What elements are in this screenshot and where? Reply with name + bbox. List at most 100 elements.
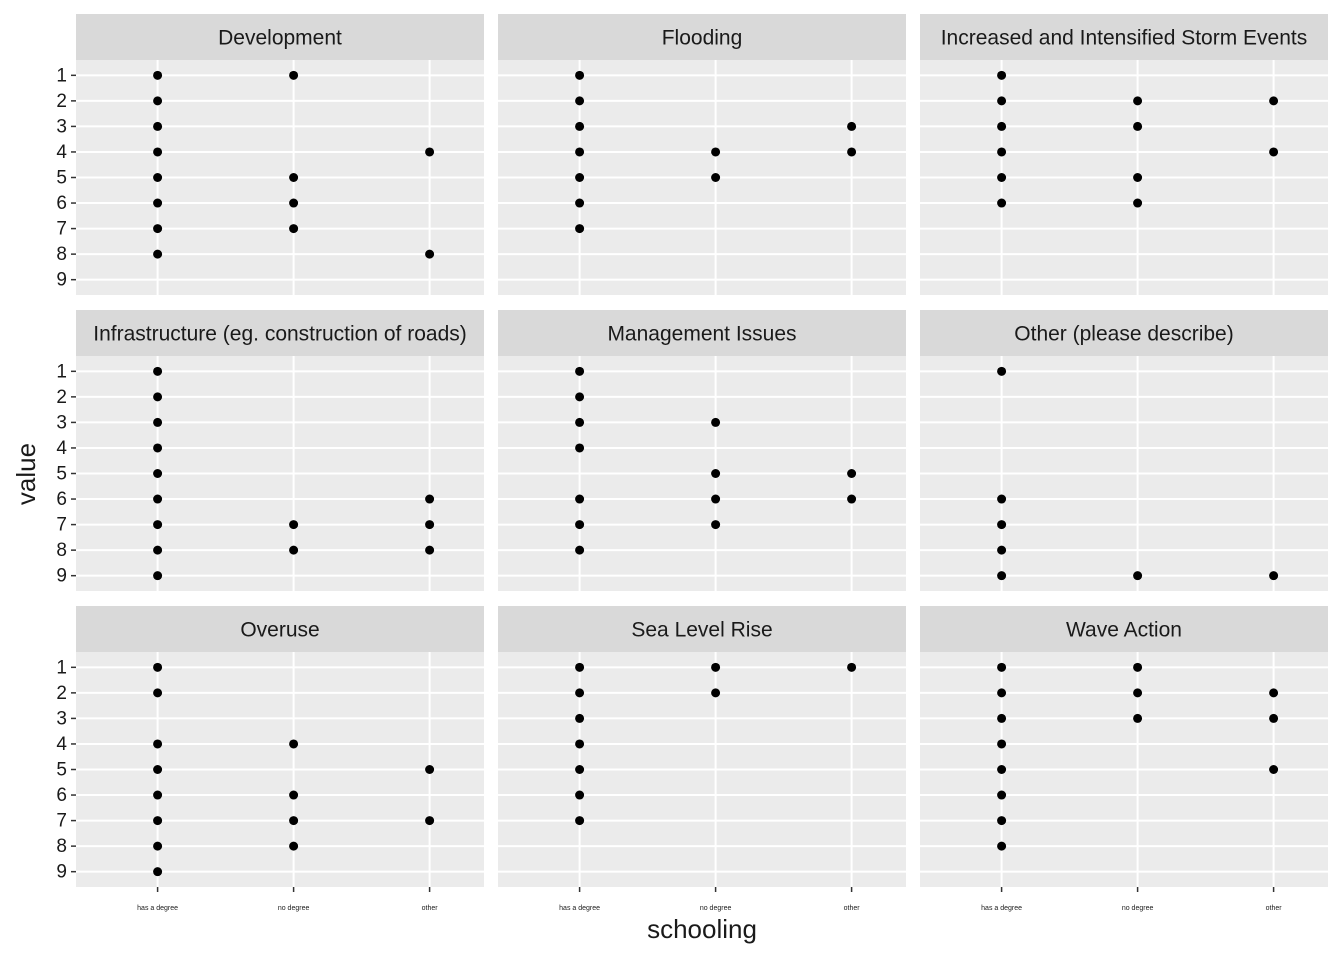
x-tick-label: has a degree <box>137 905 178 912</box>
point <box>575 765 585 774</box>
y-tick-label: 6 <box>56 193 67 214</box>
point <box>1269 147 1279 157</box>
facet-title: Flooding <box>662 27 743 50</box>
point <box>575 662 585 672</box>
point <box>997 816 1007 826</box>
y-tick-label: 3 <box>56 412 67 433</box>
y-tick-label: 8 <box>56 244 67 265</box>
point <box>997 841 1007 851</box>
point <box>153 366 163 376</box>
point <box>1133 198 1143 208</box>
strip <box>920 310 1328 356</box>
y-tick-label: 4 <box>56 734 67 755</box>
x-tick-label: no degree <box>278 905 310 912</box>
point <box>153 198 163 208</box>
point <box>153 96 163 106</box>
point <box>575 739 585 749</box>
point <box>847 147 857 157</box>
facet-title: Wave Action <box>1066 619 1182 642</box>
x-tick-label: other <box>844 905 861 912</box>
y-tick-label: 7 <box>56 219 67 240</box>
point <box>847 121 857 131</box>
point <box>1269 688 1279 698</box>
point <box>575 96 585 106</box>
point <box>575 443 585 453</box>
point <box>153 494 163 504</box>
point <box>289 70 299 80</box>
point <box>289 545 299 555</box>
point <box>1133 571 1143 581</box>
point <box>153 70 163 80</box>
point <box>711 494 721 504</box>
strip <box>498 606 906 652</box>
point <box>153 224 163 234</box>
point <box>711 173 721 182</box>
facet-title: Overuse <box>240 619 319 642</box>
x-tick-label: has a degree <box>981 905 1022 912</box>
point <box>711 688 721 698</box>
point <box>847 662 857 672</box>
point <box>289 739 299 749</box>
point <box>289 198 299 208</box>
point <box>289 224 299 234</box>
facet-title: Sea Level Rise <box>631 619 772 642</box>
y-tick-label: 1 <box>56 657 67 678</box>
point <box>997 765 1007 774</box>
y-tick-label: 5 <box>56 760 67 781</box>
y-tick-label: 9 <box>56 862 67 883</box>
point <box>575 494 585 504</box>
point <box>1133 713 1143 723</box>
point <box>289 816 299 826</box>
point <box>575 713 585 723</box>
y-tick-label: 8 <box>56 540 67 561</box>
point <box>425 147 435 157</box>
point <box>847 494 857 504</box>
point <box>153 739 163 749</box>
point <box>575 417 585 427</box>
point <box>997 121 1007 131</box>
point <box>425 765 435 774</box>
facet-title: Other (please describe) <box>1014 323 1233 346</box>
point <box>997 739 1007 749</box>
facet-title: Development <box>218 27 342 50</box>
point <box>575 816 585 826</box>
point <box>289 841 299 851</box>
point <box>997 545 1007 555</box>
strip <box>920 14 1328 60</box>
point <box>153 765 163 774</box>
y-tick-label: 6 <box>56 785 67 806</box>
point <box>153 417 163 427</box>
point <box>1133 121 1143 131</box>
x-axis-label: schooling <box>647 914 757 944</box>
y-tick-label: 4 <box>56 142 67 163</box>
point <box>425 494 435 504</box>
point <box>425 520 435 530</box>
point <box>153 469 163 478</box>
strip <box>76 14 484 60</box>
point <box>425 249 435 259</box>
y-tick-label: 5 <box>56 168 67 189</box>
point <box>1133 688 1143 698</box>
point <box>153 571 163 581</box>
facet-title: Infrastructure (eg. construction of road… <box>93 323 467 346</box>
strip <box>498 14 906 60</box>
strip <box>76 606 484 652</box>
point <box>711 662 721 672</box>
point <box>153 173 163 182</box>
point <box>997 688 1007 698</box>
point <box>575 224 585 234</box>
point <box>425 816 435 826</box>
point <box>153 443 163 453</box>
strip <box>498 310 906 356</box>
point <box>153 790 163 800</box>
y-tick-label: 7 <box>56 515 67 536</box>
point <box>997 70 1007 80</box>
point <box>1269 713 1279 723</box>
y-tick-label: 9 <box>56 566 67 587</box>
point <box>847 469 857 478</box>
point <box>997 96 1007 106</box>
point <box>153 841 163 851</box>
x-tick-label: other <box>422 905 439 912</box>
point <box>289 790 299 800</box>
point <box>575 545 585 555</box>
